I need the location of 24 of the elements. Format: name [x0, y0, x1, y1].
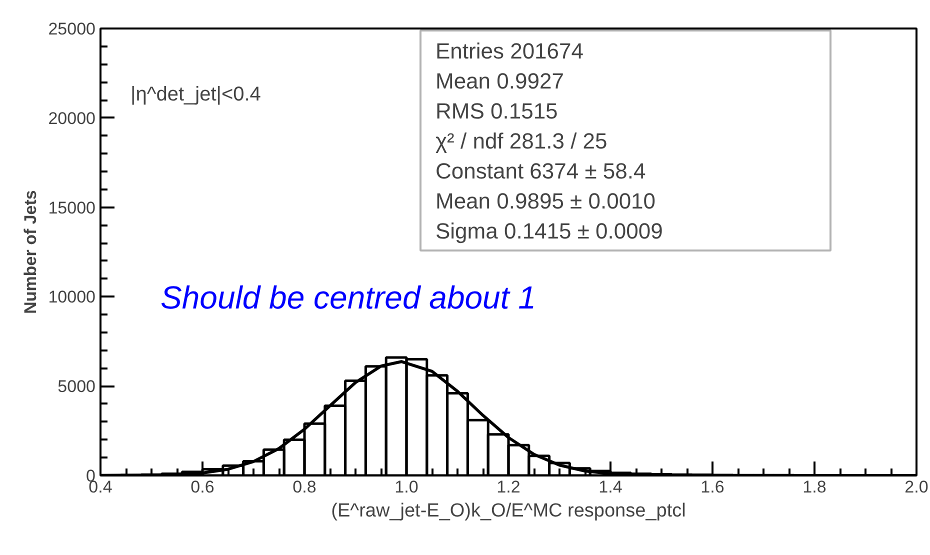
- y-tick-label: 15000: [48, 198, 96, 218]
- x-tick-label: 1.0: [394, 478, 418, 496]
- y-tick-label: 20000: [48, 108, 96, 128]
- annotation: |η^det_jet|<0.4: [130, 84, 261, 106]
- x-tick-label: 1.4: [598, 478, 622, 496]
- x-tick-label: 1.8: [802, 478, 826, 496]
- y-tick-label: 5000: [58, 377, 96, 396]
- annotation: Mean 0.9895 ± 0.0010: [436, 188, 656, 214]
- annotation: Constant 6374 ± 58.4: [436, 158, 646, 184]
- y-tick-label: 25000: [48, 20, 96, 38]
- x-tick-label: 1.6: [700, 478, 724, 496]
- x-tick-label: 1.2: [496, 478, 520, 496]
- annotation: Entries 201674: [436, 38, 584, 64]
- y-tick-label: 10000: [48, 288, 96, 307]
- annotation: RMS 0.1515: [436, 98, 558, 124]
- annotation: χ² / ndf 281.3 / 25: [436, 128, 608, 154]
- x-axis-title: (E^raw_jet-E_O)k_O/E^MC response_ptcl: [331, 500, 686, 522]
- annotation: Mean 0.9927: [436, 68, 564, 94]
- x-tick-label: 2.0: [904, 478, 928, 496]
- x-tick-label: 0.6: [190, 478, 214, 496]
- annotation: Should be centred about 1: [160, 280, 536, 316]
- x-tick-label: 0.8: [292, 478, 316, 496]
- annotation: Sigma 0.1415 ± 0.0009: [436, 218, 663, 244]
- y-axis-title: Number of Jets: [21, 190, 40, 314]
